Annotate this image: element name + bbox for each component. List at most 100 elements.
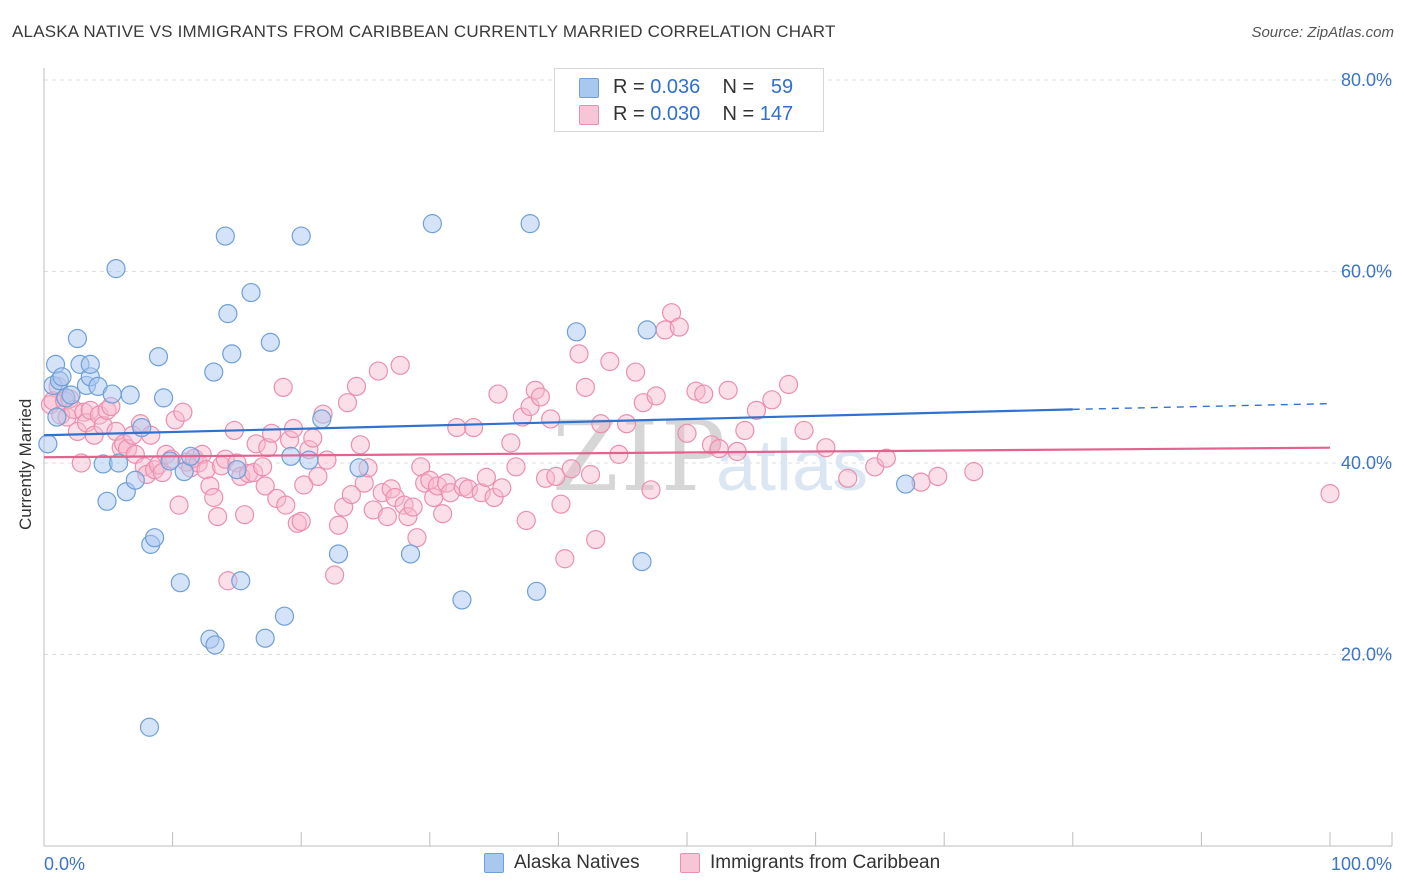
caribbean-point [746,400,767,420]
legend-n-label: N = [722,103,755,125]
y-axis-label: Currently Married [16,398,35,530]
source-label: Source: ZipAtlas.com [1251,24,1394,41]
caribbean-point [196,460,216,480]
caribbean-point [294,475,314,495]
alaska-point [400,544,421,564]
alaska-point [231,571,251,591]
caribbean-point [276,495,296,515]
caribbean-point [71,453,91,473]
caribbean-point [778,374,799,395]
y-tick-label: 80.0% [1341,70,1392,90]
alaska-point [312,409,332,429]
alaska-point [80,354,100,374]
caribbean-point [390,355,410,375]
caribbean-point [337,393,358,413]
caribbean-point [551,494,571,514]
caribbean-point [403,497,423,517]
alaska-point [566,322,587,342]
alaska-point [632,552,652,572]
alaska-point [218,304,238,324]
alaska-point [222,344,242,364]
caribbean-point [273,377,293,397]
alaska-trend-extension [1072,402,1331,411]
caribbean-point [208,507,228,527]
bottom-legend-label-caribbean: Immigrants from Caribbean [710,852,941,873]
caribbean-point [641,480,661,500]
caribbean-point [591,414,611,434]
caribbean-point [169,495,189,515]
alaska-points [38,214,916,737]
caribbean-point [411,457,431,477]
caribbean-point [204,487,224,508]
caribbean-point [575,377,596,397]
alaska-point [204,362,224,382]
alaska-point [241,282,261,303]
caribbean-point [600,351,620,372]
alaska-point [299,450,319,470]
caribbean-point [794,420,814,441]
alaska-point [227,460,247,480]
caribbean-point [616,414,637,434]
caribbean-point [561,459,581,479]
caribbean-point [646,386,666,406]
caribbean-point [838,468,858,488]
caribbean-point [516,510,536,531]
alaska-point [637,320,657,340]
caribbean-point [580,464,601,485]
alaska-point [102,384,122,404]
caribbean-point [303,428,323,448]
alaska-point [255,628,275,648]
caribbean-point [165,410,185,430]
x-tick-marks [172,832,1393,846]
alaska-point [170,573,190,593]
bottom-legend-swatch-caribbean [680,853,700,873]
caribbean-point [541,409,561,429]
caribbean-point [447,417,467,438]
legend-r-label: R = [613,103,645,125]
correlation-legend: R = 0.036 N = 59 R = 0.030 N = 147 [554,68,824,132]
caribbean-point [735,420,755,441]
trend-lines [43,402,1331,459]
caribbean-point [928,466,948,487]
caribbean-point [350,435,370,455]
y-tick-label: 20.0% [1341,645,1392,665]
legend-swatch-alaska [579,78,599,98]
alaska-point [452,590,472,610]
caribbean-point [476,467,496,487]
legend-n-value-alaska: 59 [770,76,794,98]
caribbean-point [255,476,275,496]
chart-title: ALASKA NATIVE VS IMMIGRANTS FROM CARIBBE… [12,22,836,41]
alaska-point [120,385,140,405]
alaska-point [144,528,165,548]
caribbean-point [1320,484,1340,504]
caribbean-point [876,448,896,468]
legend-r-label: R = [613,76,645,98]
caribbean-point [512,407,532,427]
caribbean-point [546,466,566,487]
caribbean-point [346,376,367,396]
caribbean-point [488,384,508,404]
caribbean-point [669,317,689,337]
legend-n-label: N = [722,76,755,98]
y-tick-labels: 20.0% 40.0% 60.0% 80.0% [1341,70,1392,665]
legend-r-value-alaska: 0.036 [650,76,701,98]
alaska-point [38,434,58,454]
caribbean-point [433,504,453,524]
caribbean-point [709,439,729,459]
caribbean-point [253,457,273,477]
caribbean-point [458,479,478,499]
caribbean-point [677,423,697,443]
alaska-point [47,407,67,427]
alaska-point [896,474,916,494]
alaska-point [328,544,349,564]
caribbean-point [625,362,646,382]
bottom-legend-label-alaska: Alaska Natives [514,852,640,873]
alaska-point [260,332,280,352]
caribbean-point [609,444,629,464]
caribbean-point [555,549,575,569]
caribbean-point [471,483,491,503]
alaska-point [139,717,160,737]
legend-n-value-caribbean: 147 [759,103,794,125]
caribbean-point [377,507,397,527]
x-tick-label-max: 100.0% [1331,854,1392,874]
